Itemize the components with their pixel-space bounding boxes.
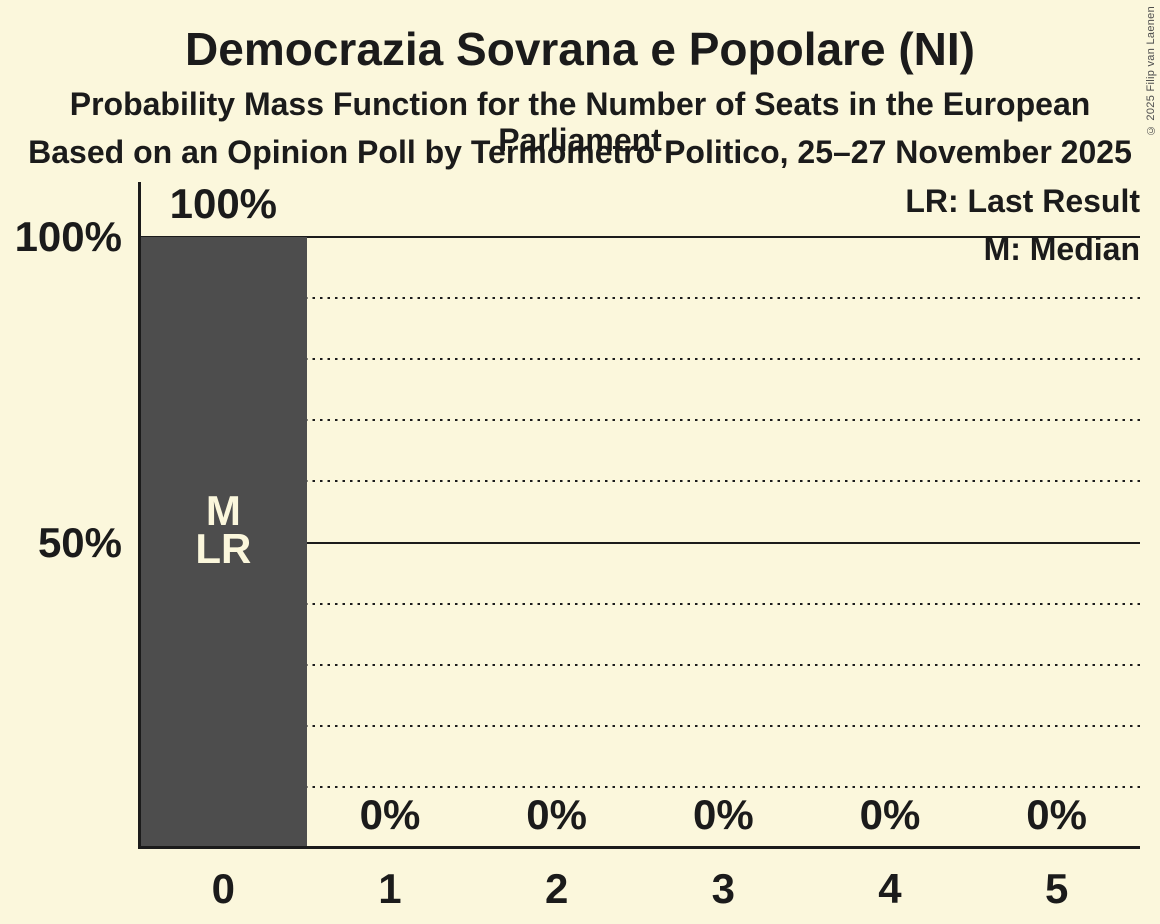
x-tick-label-1: 1 (378, 865, 402, 912)
bar-value-label-4: 0% (859, 791, 921, 838)
legend-median: M: Median (983, 231, 1140, 267)
y-axis-line (138, 182, 141, 849)
x-tick-label-0: 0 (211, 865, 235, 912)
gridline-dotted-20 (140, 724, 1140, 727)
chart-subtitle: Probability Mass Function for the Number… (69, 86, 1091, 158)
x-axis-line (138, 846, 1140, 849)
last-result-marker-label: LR (195, 525, 252, 573)
plot-area: 100% M LR 0% 0% 0% 0% 0% (140, 181, 1140, 848)
gridline-dotted-40 (140, 602, 1140, 605)
x-tick-label-4: 4 (878, 865, 902, 912)
bar-column-2: 0% (473, 237, 640, 848)
gridline-dotted-30 (140, 663, 1140, 666)
bar-column-4: 0% (807, 237, 974, 848)
gridline-solid-50 (140, 541, 1140, 544)
bar-column-0: 100% M LR (140, 181, 307, 848)
bar-value-label-2: 0% (526, 791, 587, 838)
bar-0 (140, 237, 307, 848)
bar-value-label-3: 0% (692, 791, 754, 838)
bar-column-1: 0% (307, 237, 474, 848)
median-marker-label: M (205, 487, 241, 535)
chart-subtitle-source: Based on an Opinion Poll by Termometro P… (28, 134, 1132, 170)
x-tick-label-3: 3 (711, 865, 735, 912)
x-tick-label-2: 2 (544, 865, 569, 912)
bar-value-label-5: 0% (1026, 791, 1087, 838)
bar-column-5: 0% (973, 237, 1140, 848)
legend-last-result: LR: Last Result (905, 183, 1140, 219)
bar-value-label-0: 100% (169, 180, 278, 227)
bar-column-3: 0% (640, 237, 807, 848)
x-tick-label-5: 5 (1044, 865, 1069, 912)
gridline-solid-100 (140, 236, 1140, 238)
y-tick-label-50: 50% (37, 518, 122, 566)
y-tick-label-100: 100% (14, 213, 122, 260)
bar-marker-labels-0: M LR (140, 487, 307, 573)
y-axis-tick-labels: 100% 50% (0, 214, 122, 848)
gridline-dotted-80 (140, 358, 1140, 361)
gridline-dotted-90 (140, 297, 1140, 300)
x-axis-tick-labels: 0 1 2 3 4 5 (140, 866, 1140, 916)
gridline-dotted-70 (140, 419, 1140, 422)
bar-value-label-1: 0% (359, 791, 421, 838)
chart-title: Democrazia Sovrana e Popolare (NI) (185, 23, 975, 75)
gridline-dotted-10 (140, 785, 1140, 788)
gridline-dotted-60 (140, 480, 1140, 483)
